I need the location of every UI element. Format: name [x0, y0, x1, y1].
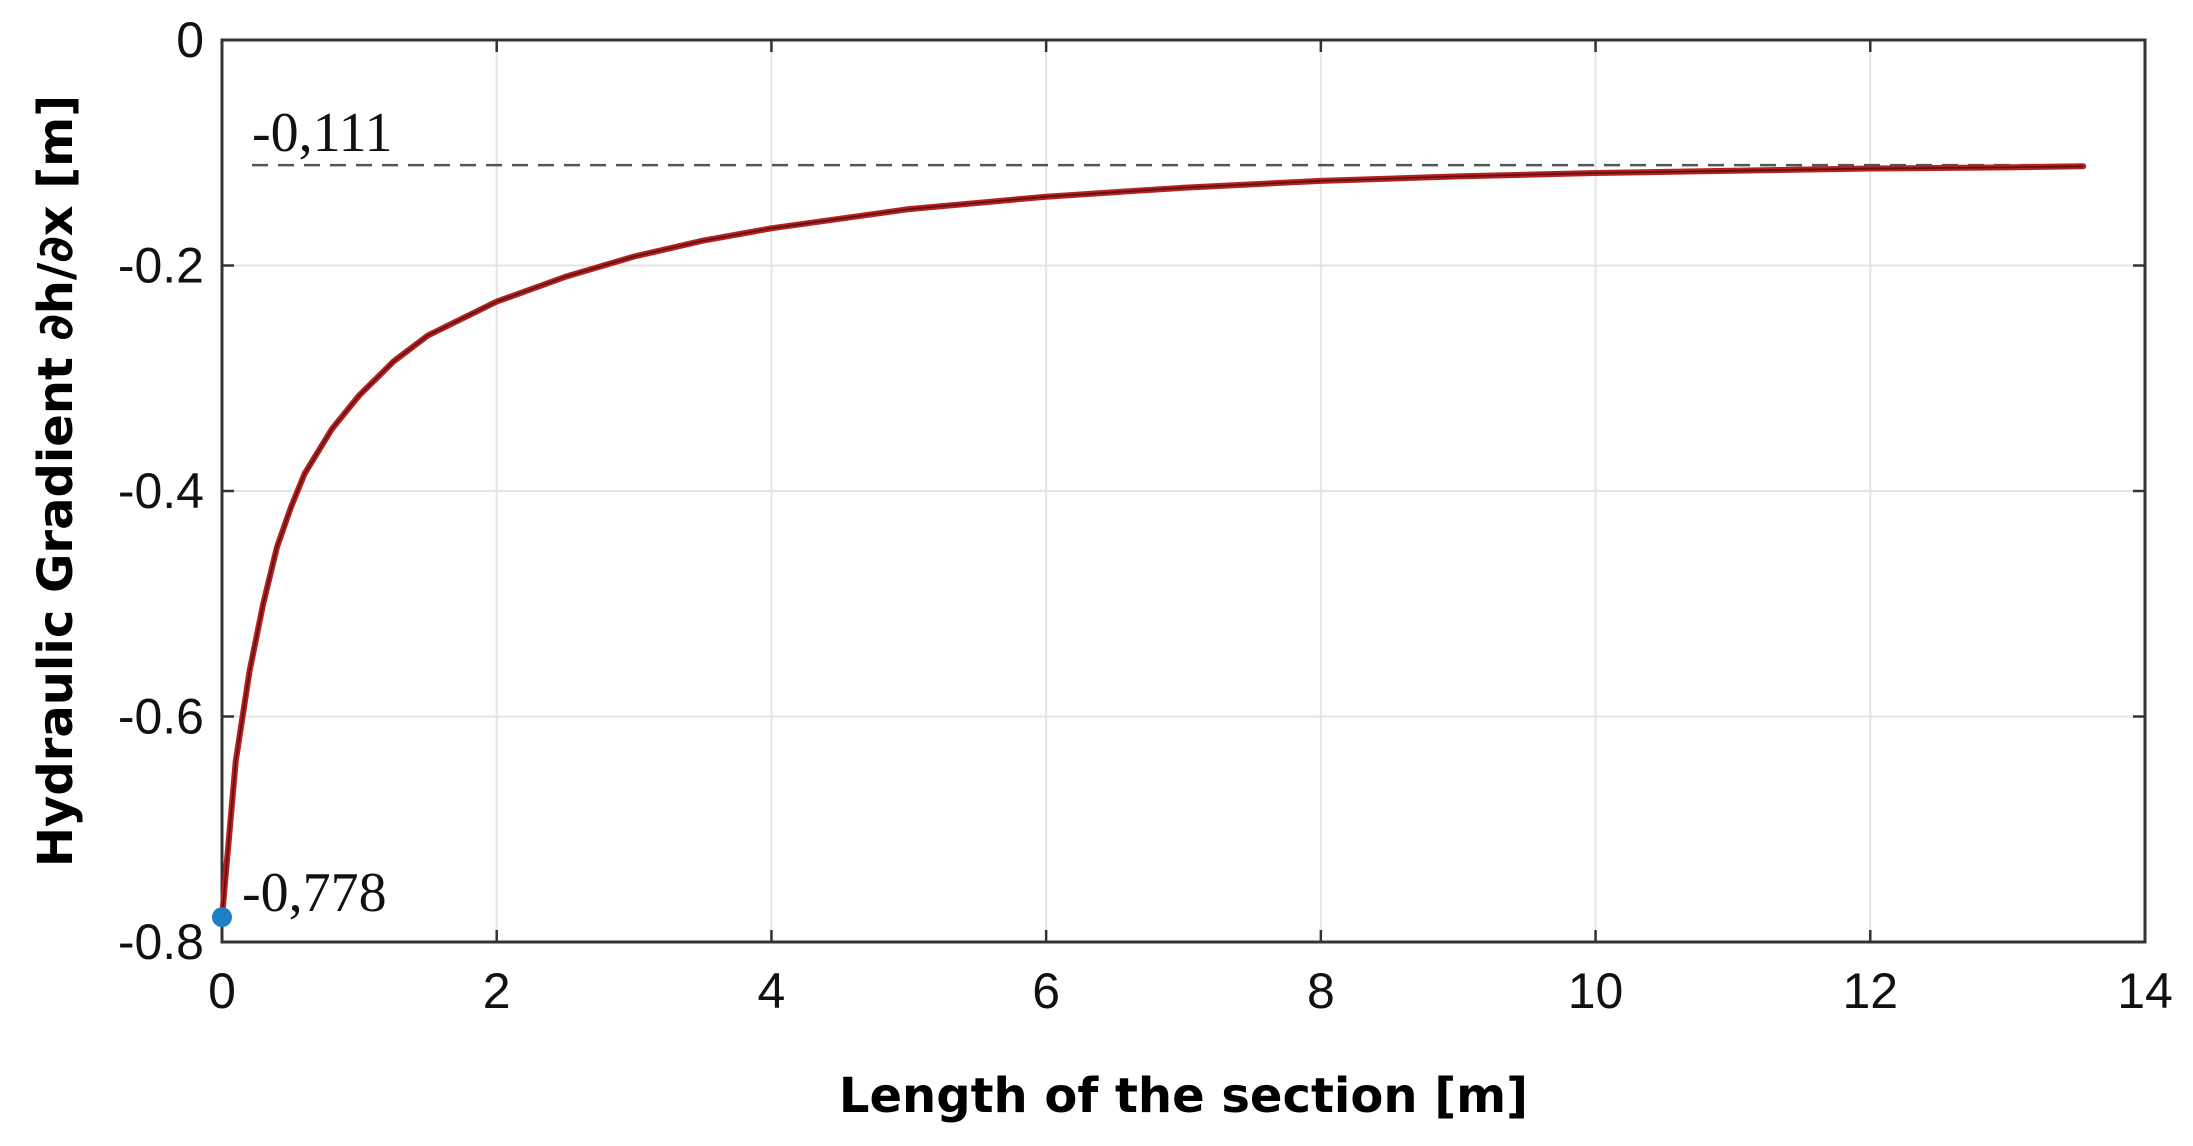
- series-line: [219, 163, 2087, 921]
- y-tick-label: 0: [176, 12, 204, 68]
- x-tick-label: 12: [1842, 963, 1898, 1019]
- reference-line-label: -0,111: [252, 102, 393, 164]
- series-layer: [219, 163, 2087, 921]
- x-tick-label: 14: [2117, 963, 2173, 1019]
- x-tick-label: 2: [483, 963, 511, 1019]
- marked-point-label: -0,778: [242, 862, 387, 924]
- x-tick-labels: 0 2 4 6 8 10 12 14: [208, 963, 2173, 1019]
- x-tick-label: 0: [208, 963, 236, 1019]
- y-tick-label: -0.4: [118, 463, 204, 519]
- x-axis-title: Length of the section [m]: [839, 1068, 1528, 1124]
- y-tick-label: -0.6: [118, 689, 204, 745]
- y-tick-labels: 0 -0.2 -0.4 -0.6 -0.8: [118, 12, 204, 970]
- x-tick-label: 4: [758, 963, 786, 1019]
- x-tick-label: 8: [1307, 963, 1335, 1019]
- y-axis-title: Hydraulic Gradient ∂h/∂x [m]: [28, 95, 84, 867]
- x-tick-label: 10: [1568, 963, 1624, 1019]
- series-line-core: [221, 165, 2084, 918]
- y-tick-label: -0.8: [118, 914, 204, 970]
- x-tick-label: 6: [1032, 963, 1060, 1019]
- grid-lines: [221, 39, 2146, 943]
- marked-point: [212, 907, 232, 928]
- y-tick-label: -0.2: [118, 238, 204, 294]
- plot-frame: [220, 38, 2147, 944]
